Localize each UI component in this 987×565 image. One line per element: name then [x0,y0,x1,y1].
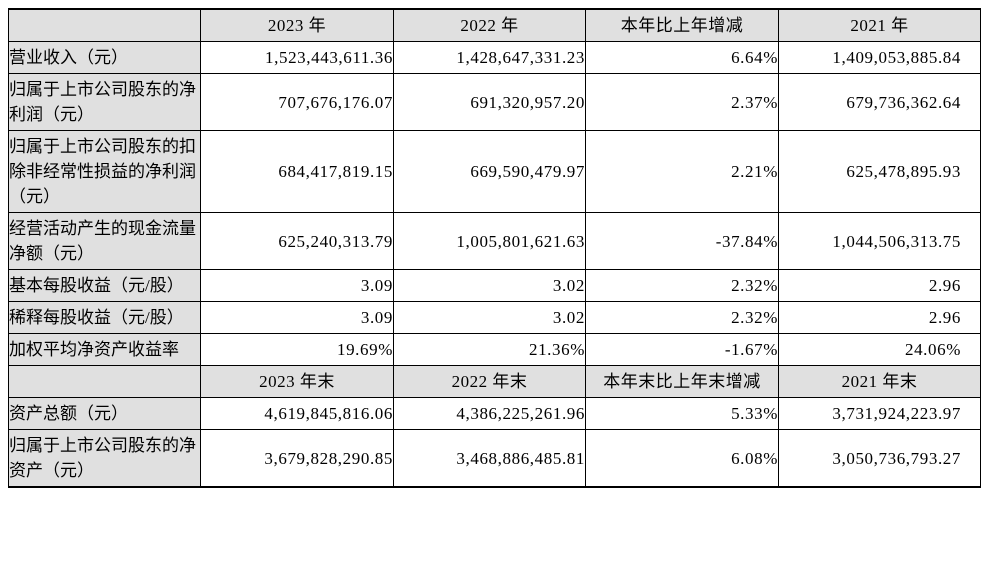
table-row-revenue: 营业收入（元） 1,523,443,611.36 1,428,647,331.2… [8,41,981,74]
data-cell: 3.02 [393,269,586,302]
data-cell: 625,240,313.79 [200,212,394,270]
data-cell: -1.67% [585,333,779,366]
header-corner-cell [8,365,201,398]
data-cell: 1,005,801,621.63 [393,212,586,270]
table-row-net-profit-excl-nonrecurring: 归属于上市公司股东的扣除非经常性损益的净利润（元） 684,417,819.15… [8,130,981,213]
table-row-total-assets: 资产总额（元） 4,619,845,816.06 4,386,225,261.9… [8,397,981,430]
data-cell: 1,523,443,611.36 [200,41,394,74]
row-label: 基本每股收益（元/股） [8,269,201,302]
data-cell: 1,428,647,331.23 [393,41,586,74]
data-cell: 21.36% [393,333,586,366]
data-cell: 24.06% [778,333,981,366]
data-cell: 684,417,819.15 [200,130,394,213]
row-label: 稀释每股收益（元/股） [8,301,201,334]
data-cell: 3,468,886,485.81 [393,429,586,488]
header-cell-year-end-change: 本年末比上年末增减 [585,365,779,398]
data-cell: 3,050,736,793.27 [778,429,981,488]
financial-summary-document: 2023 年 2022 年 本年比上年增减 2021 年 营业收入（元） 1,5… [8,8,981,488]
row-label: 归属于上市公司股东的净资产（元） [8,429,201,488]
table-row-net-profit: 归属于上市公司股东的净利润（元） 707,676,176.07 691,320,… [8,73,981,131]
table-row-basic-eps: 基本每股收益（元/股） 3.09 3.02 2.32% 2.96 [8,269,981,302]
header-row-year-end: 2023 年末 2022 年末 本年末比上年末增减 2021 年末 [8,365,981,398]
data-cell: 2.32% [585,301,779,334]
data-cell: 5.33% [585,397,779,430]
data-cell: 625,478,895.93 [778,130,981,213]
header-cell-2022-end: 2022 年末 [393,365,586,398]
row-label: 营业收入（元） [8,41,201,74]
row-label: 加权平均净资产收益率 [8,333,201,366]
header-cell-2023-end: 2023 年末 [200,365,394,398]
data-cell: 4,386,225,261.96 [393,397,586,430]
header-corner-cell [8,8,201,42]
header-cell-2022: 2022 年 [393,8,586,42]
data-cell: 3.09 [200,269,394,302]
data-cell: -37.84% [585,212,779,270]
data-cell: 3,679,828,290.85 [200,429,394,488]
table-row-net-assets: 归属于上市公司股东的净资产（元） 3,679,828,290.85 3,468,… [8,429,981,488]
data-cell: 6.64% [585,41,779,74]
data-cell: 1,044,506,313.75 [778,212,981,270]
data-cell: 6.08% [585,429,779,488]
header-cell-2021: 2021 年 [778,8,981,42]
header-cell-yoy-change: 本年比上年增减 [585,8,779,42]
header-cell-2023: 2023 年 [200,8,394,42]
table-row-diluted-eps: 稀释每股收益（元/股） 3.09 3.02 2.32% 2.96 [8,301,981,334]
data-cell: 679,736,362.64 [778,73,981,131]
data-cell: 3,731,924,223.97 [778,397,981,430]
data-cell: 2.37% [585,73,779,131]
table-row-operating-cash-flow: 经营活动产生的现金流量净额（元） 625,240,313.79 1,005,80… [8,212,981,270]
data-cell: 3.09 [200,301,394,334]
row-label: 归属于上市公司股东的扣除非经常性损益的净利润（元） [8,130,201,213]
data-cell: 669,590,479.97 [393,130,586,213]
table-row-weighted-avg-roe: 加权平均净资产收益率 19.69% 21.36% -1.67% 24.06% [8,333,981,366]
row-label: 归属于上市公司股东的净利润（元） [8,73,201,131]
data-cell: 2.96 [778,301,981,334]
header-cell-2021-end: 2021 年末 [778,365,981,398]
data-cell: 2.21% [585,130,779,213]
data-cell: 707,676,176.07 [200,73,394,131]
data-cell: 19.69% [200,333,394,366]
row-label: 资产总额（元） [8,397,201,430]
header-row-annual: 2023 年 2022 年 本年比上年增减 2021 年 [8,8,981,42]
data-cell: 1,409,053,885.84 [778,41,981,74]
data-cell: 3.02 [393,301,586,334]
data-cell: 2.96 [778,269,981,302]
data-cell: 691,320,957.20 [393,73,586,131]
row-label: 经营活动产生的现金流量净额（元） [8,212,201,270]
data-cell: 2.32% [585,269,779,302]
data-cell: 4,619,845,816.06 [200,397,394,430]
financial-summary-table: 2023 年 2022 年 本年比上年增减 2021 年 营业收入（元） 1,5… [8,8,981,488]
